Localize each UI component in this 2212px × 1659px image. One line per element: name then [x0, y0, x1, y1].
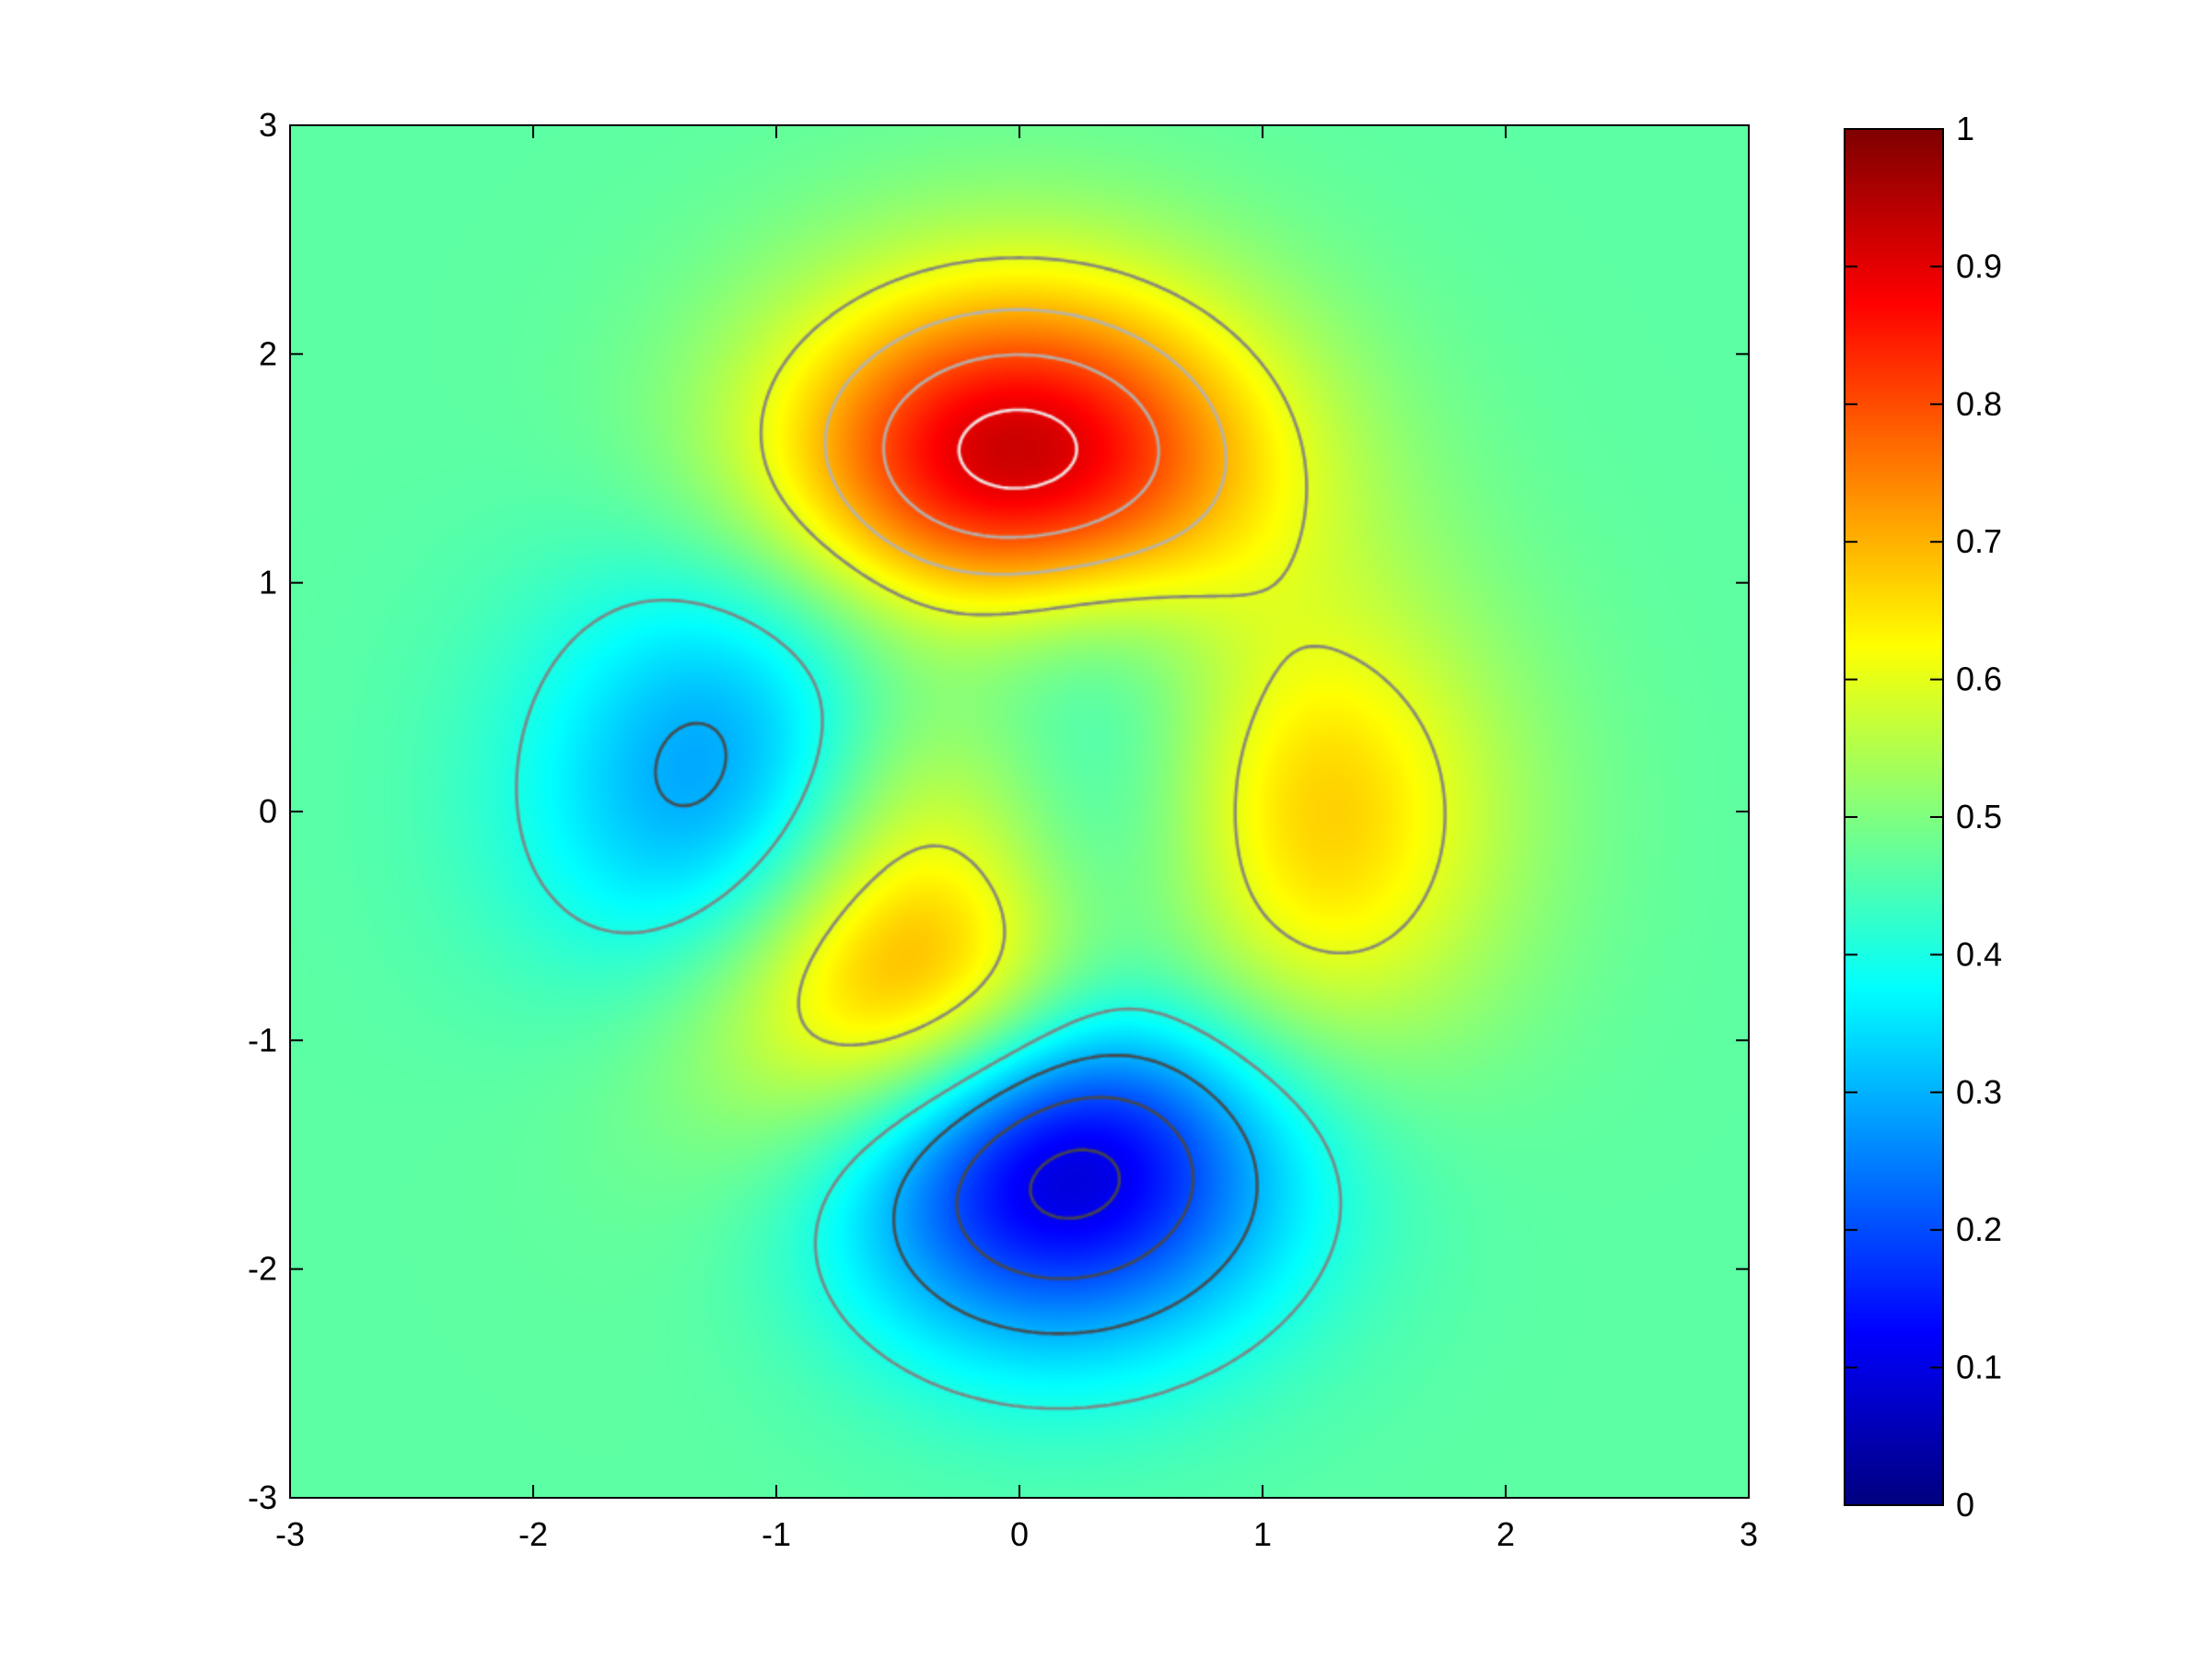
colorbar: [1845, 129, 1943, 1505]
x-axis-ticks: -3 -2 -1 0 1 2 3: [275, 125, 1758, 1553]
colorbar-tick-label: 0.9: [1956, 247, 2002, 285]
colorbar-tick-label: 0.2: [1956, 1210, 2002, 1248]
x-tick-label: 1: [1253, 1515, 1272, 1553]
colorbar-tick-label: 0.7: [1956, 522, 2002, 560]
colorbar-ticks: 0 0.1 0.2 0.3 0.4 0.5 0.6 0.7 0.8 0.9 1: [1845, 110, 2002, 1524]
colorbar-tick-label: 0.5: [1956, 798, 2002, 835]
x-tick-label: -3: [275, 1515, 305, 1553]
y-tick-label: 2: [259, 334, 277, 372]
plot-axes-frame: [289, 124, 1750, 1499]
x-tick-label: 3: [1740, 1515, 1758, 1553]
heatmap-plot: [290, 125, 1749, 1498]
colorbar-tick-label: 1: [1956, 110, 1974, 147]
y-tick-label: -2: [248, 1250, 277, 1288]
colorbar-tick-label: 0.4: [1956, 935, 2002, 973]
y-tick-label: 0: [259, 792, 277, 830]
colorbar-tick-label: 0.3: [1956, 1073, 2002, 1111]
y-tick-label: -3: [248, 1478, 277, 1516]
colorbar-tick-label: 0.6: [1956, 660, 2002, 698]
x-tick-label: 2: [1496, 1515, 1515, 1553]
x-tick-label: -2: [518, 1515, 548, 1553]
y-axis-ticks: -3 -2 -1 0 1 2 3: [248, 106, 1749, 1516]
colorbar-tick-label: 0.8: [1956, 385, 2002, 423]
y-tick-label: -1: [248, 1021, 277, 1058]
colorbar-tick-label: 0.1: [1956, 1349, 2002, 1386]
x-tick-label: -1: [762, 1515, 791, 1553]
y-tick-label: 3: [259, 106, 277, 144]
y-tick-label: 1: [259, 564, 277, 602]
colorbar-frame: [1844, 128, 1944, 1506]
x-tick-label: 0: [1010, 1515, 1029, 1553]
colorbar-tick-label: 0: [1956, 1486, 1974, 1524]
